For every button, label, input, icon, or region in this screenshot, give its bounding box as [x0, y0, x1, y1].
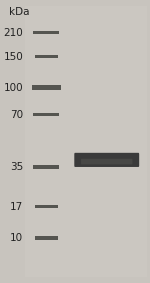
FancyBboxPatch shape — [33, 165, 59, 169]
Text: 17: 17 — [10, 201, 23, 212]
Text: 70: 70 — [10, 110, 23, 120]
FancyBboxPatch shape — [33, 113, 59, 117]
FancyBboxPatch shape — [25, 6, 147, 277]
FancyBboxPatch shape — [32, 85, 61, 90]
FancyBboxPatch shape — [74, 153, 139, 167]
FancyBboxPatch shape — [35, 205, 58, 208]
Text: 100: 100 — [3, 83, 23, 93]
FancyBboxPatch shape — [81, 159, 132, 164]
Text: 35: 35 — [10, 162, 23, 172]
Text: kDa: kDa — [9, 7, 29, 17]
Text: 10: 10 — [10, 233, 23, 243]
FancyBboxPatch shape — [33, 31, 59, 34]
FancyBboxPatch shape — [35, 55, 58, 58]
Text: 150: 150 — [3, 52, 23, 62]
Text: 210: 210 — [3, 27, 23, 38]
FancyBboxPatch shape — [35, 236, 58, 239]
